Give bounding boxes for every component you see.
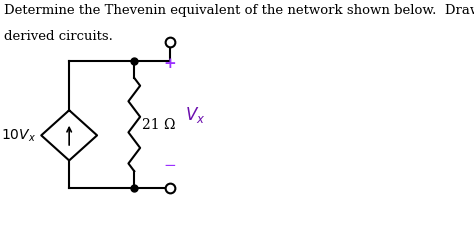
Text: $10V_x$: $10V_x$ (1, 127, 36, 144)
Text: derived circuits.: derived circuits. (4, 30, 113, 43)
Text: +: + (164, 57, 176, 71)
Text: −: − (164, 159, 176, 174)
Text: $V_x$: $V_x$ (185, 105, 205, 125)
Text: Determine the Thevenin equivalent of the network shown below.  Draw and label th: Determine the Thevenin equivalent of the… (4, 4, 474, 17)
Text: 21 Ω: 21 Ω (142, 118, 176, 132)
